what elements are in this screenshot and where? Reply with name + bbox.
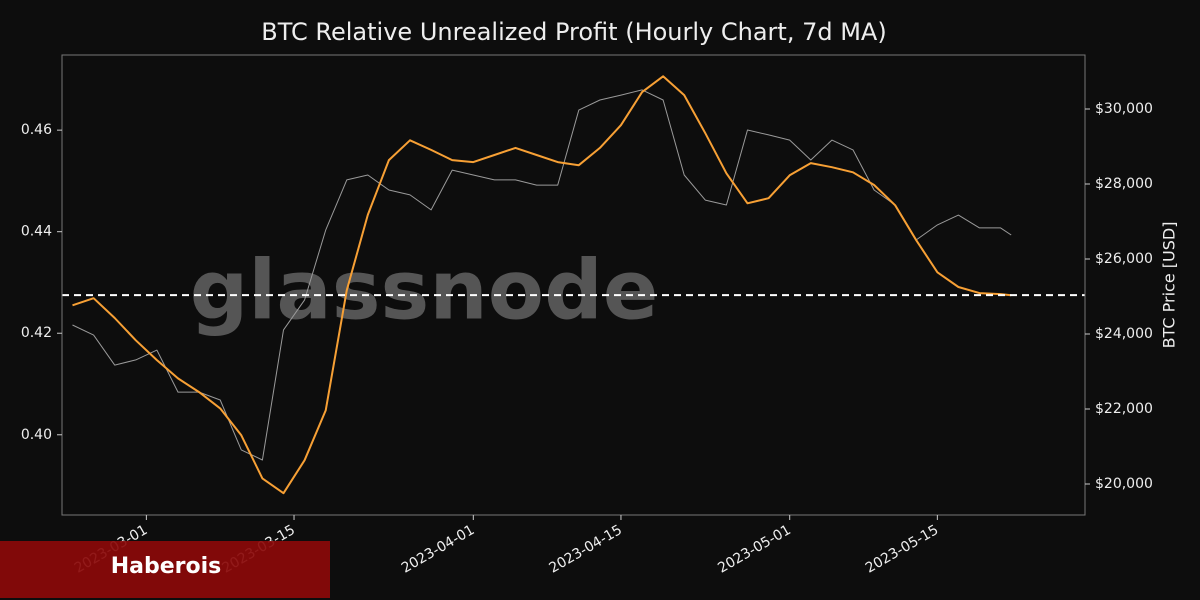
plot-frame <box>61 54 1086 516</box>
y-tick-label: 0.44 <box>21 224 52 240</box>
y2-tick-label: $20,000 <box>1095 476 1153 492</box>
price-line <box>72 89 1012 461</box>
badge-box <box>0 541 330 598</box>
y2-tick-label: $30,000 <box>1095 101 1153 117</box>
y2-tick-label: $26,000 <box>1095 251 1153 267</box>
y-tick-label: 0.40 <box>21 427 52 443</box>
chart-title: BTC Relative Unrealized Profit (Hourly C… <box>261 18 886 46</box>
y2-tick-label: $24,000 <box>1095 326 1153 342</box>
plot-area <box>62 75 1085 495</box>
y2-tick-label: $22,000 <box>1095 401 1153 417</box>
ma-line <box>72 75 1012 495</box>
badge: Haberois <box>111 554 222 579</box>
y-tick-label: 0.42 <box>21 325 52 341</box>
y2-tick-label: $28,000 <box>1095 176 1153 192</box>
y2-axis-label: BTC Price [USD] <box>1160 222 1179 349</box>
watermark: glassnode <box>190 243 659 338</box>
y-tick-label: 0.46 <box>21 122 52 138</box>
